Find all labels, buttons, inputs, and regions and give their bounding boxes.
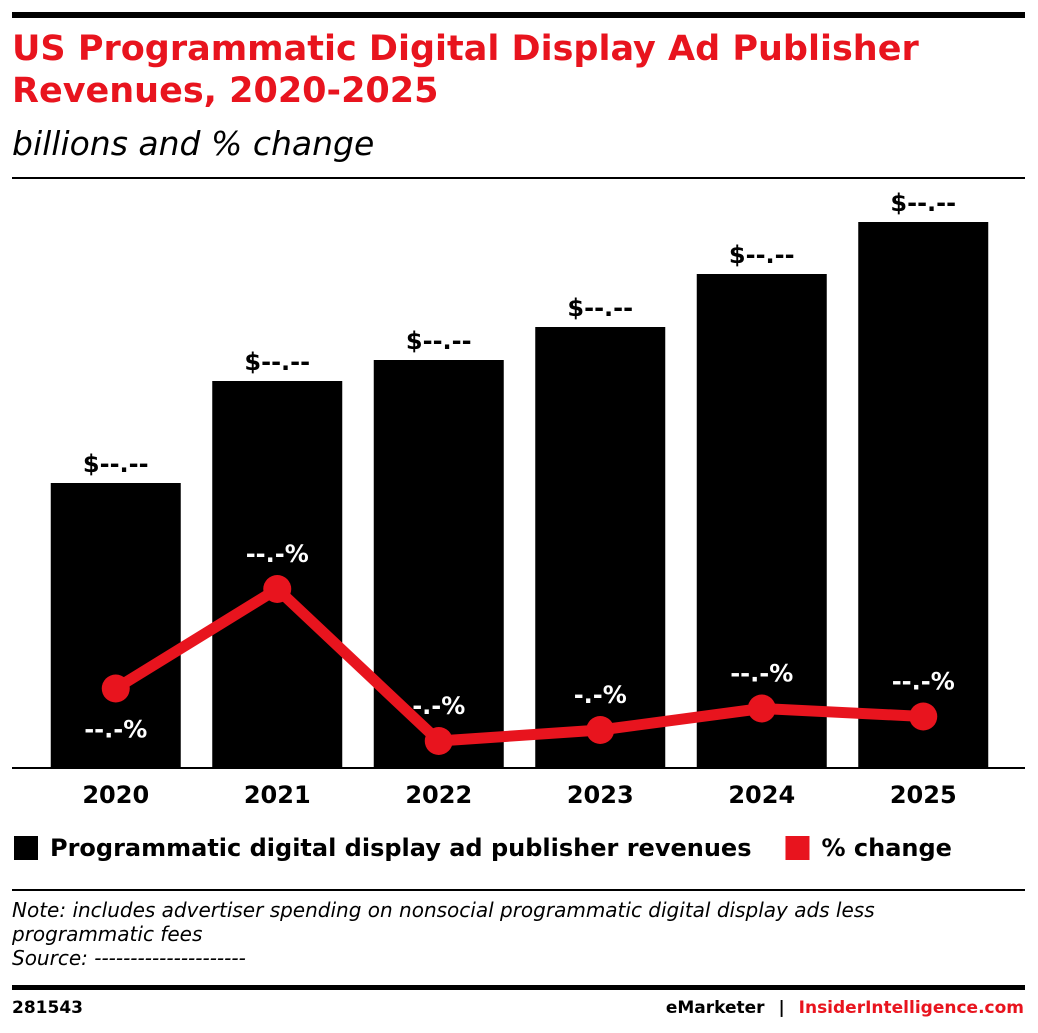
bottom-rule [12,985,1025,990]
legend-swatch [785,836,810,860]
line-value-label: -.-% [412,692,465,720]
legend-label: Programmatic digital display ad publishe… [50,834,751,862]
line [112,583,924,747]
legend-swatch [14,836,38,860]
line-point [424,727,453,755]
x-tick-label: 2024 [728,781,795,809]
x-tick-label: 2023 [567,781,634,809]
line-value-label: --.-% [246,540,309,568]
source-text: Source: --------------------- [12,946,246,970]
chart-title: US Programmatic Digital Display Ad Publi… [12,29,919,111]
bar-value-label: $--.-- [406,327,472,355]
x-tick-label: 2022 [405,781,472,809]
bar-value-label: $--.-- [244,348,310,376]
top-rule [12,12,1025,18]
line-value-label: --.-% [730,660,793,688]
bar [50,483,181,768]
separator: | [778,998,785,1018]
site-name: InsiderIntelligence.com [798,998,1024,1018]
rule [12,889,1025,891]
note: Note: includes advertiser spending on no… [12,898,1012,970]
legend-label: % change [821,834,951,862]
bar-value-label: $--.-- [567,294,633,322]
rule [12,177,1025,179]
bar [212,381,343,768]
line-point [101,674,130,703]
line-point [263,575,292,603]
line-point [586,716,615,744]
x-tick-label: 2020 [82,781,149,809]
bar-value-label: $--.-- [729,241,795,269]
bar-value-label: $--.-- [890,189,956,217]
line-point [909,702,938,731]
x-tick-label: 2025 [890,781,957,809]
bar [535,327,666,768]
bar [696,274,827,768]
brand: eMarketer | InsiderIntelligence.com [666,998,1024,1018]
line-value-label: -.-% [574,681,627,709]
chart: 2020 2021 2022 2023 2024 2025 $--.-- $--.-- $--.… [12,189,1025,862]
chart-id: 281543 [12,998,83,1018]
x-tick-label: 2021 [244,781,311,809]
bar-value-label: $--.-- [83,450,149,478]
line-point [747,694,776,723]
bar [858,222,989,768]
note-text: Note: includes advertiser spending on no… [12,898,875,946]
line-value-label: --.-% [84,716,147,744]
chart-subtitle: billions and % change [12,124,375,163]
line-value-label: --.-% [892,668,955,696]
brand-name: eMarketer [665,998,765,1018]
